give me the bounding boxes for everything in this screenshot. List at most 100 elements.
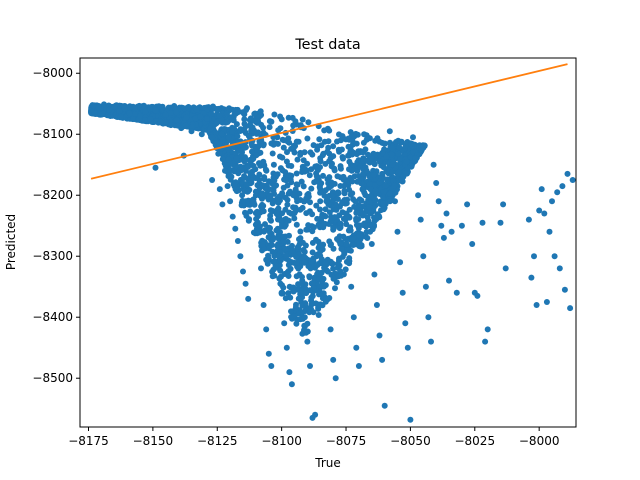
data-point — [141, 117, 148, 123]
data-point — [367, 193, 374, 200]
data-point — [369, 154, 375, 161]
data-point — [376, 158, 383, 165]
data-point — [237, 128, 244, 134]
data-point — [304, 338, 311, 345]
data-point — [546, 228, 553, 235]
data-point — [317, 164, 323, 171]
data-point — [379, 356, 386, 363]
data-point — [142, 108, 149, 115]
data-point — [271, 252, 278, 259]
data-point — [418, 144, 425, 151]
data-point — [213, 119, 220, 126]
data-point — [329, 192, 336, 199]
data-point — [373, 302, 380, 308]
data-point — [531, 253, 537, 260]
data-point — [502, 265, 509, 272]
data-point — [247, 115, 254, 122]
data-point — [395, 150, 402, 157]
data-point — [355, 363, 362, 369]
data-point — [233, 155, 240, 162]
data-point — [270, 258, 277, 265]
data-point — [356, 240, 363, 247]
data-point — [319, 152, 326, 159]
fit-line — [90, 63, 568, 180]
data-points — [90, 101, 576, 423]
data-point — [280, 233, 287, 240]
data-point — [313, 173, 320, 180]
y-tick-label: −8100 — [32, 127, 73, 141]
data-point — [256, 171, 263, 178]
data-point — [225, 156, 232, 163]
data-point — [288, 314, 295, 320]
y-tick-label: −8200 — [32, 188, 73, 202]
data-point — [243, 181, 250, 188]
data-point — [263, 326, 270, 333]
data-point — [294, 156, 301, 163]
data-point — [269, 236, 276, 243]
data-point — [394, 228, 401, 235]
data-point — [240, 268, 246, 275]
data-point — [286, 257, 293, 264]
data-point — [237, 253, 244, 260]
data-point — [357, 163, 363, 170]
data-point — [324, 268, 331, 275]
data-point — [541, 210, 548, 217]
data-point — [315, 312, 322, 318]
data-point — [185, 105, 192, 112]
data-point — [350, 314, 357, 321]
data-point — [162, 111, 169, 118]
x-tick-label: −8175 — [68, 434, 109, 448]
data-point — [384, 176, 391, 183]
data-point — [247, 208, 254, 215]
data-point — [335, 190, 342, 197]
data-point — [367, 186, 374, 193]
data-point — [272, 263, 279, 270]
data-point — [234, 238, 241, 244]
data-point — [360, 210, 367, 217]
data-point — [309, 211, 316, 218]
data-point — [255, 142, 262, 149]
data-point — [251, 111, 258, 117]
data-point — [340, 233, 347, 240]
data-point — [561, 286, 568, 293]
data-point — [173, 109, 180, 116]
data-point — [343, 221, 350, 228]
data-point — [298, 178, 305, 185]
data-point — [397, 259, 404, 266]
data-point — [222, 167, 228, 174]
data-point — [293, 259, 300, 266]
data-point — [219, 137, 226, 144]
data-point — [282, 206, 289, 213]
data-point — [147, 116, 154, 122]
data-point — [283, 158, 290, 165]
data-point — [188, 128, 195, 135]
data-point — [333, 279, 340, 286]
data-point — [297, 228, 304, 235]
data-point — [193, 106, 200, 113]
data-point — [386, 128, 393, 135]
data-point — [347, 144, 354, 150]
data-point — [312, 300, 319, 307]
data-point — [397, 155, 404, 162]
data-point — [262, 221, 268, 228]
data-point — [299, 277, 306, 284]
data-point — [338, 245, 345, 252]
data-point — [339, 253, 346, 260]
data-point — [178, 125, 185, 132]
data-point — [355, 178, 362, 185]
data-point — [254, 208, 261, 215]
data-point — [301, 327, 307, 334]
axes-frame — [79, 57, 577, 428]
data-point — [272, 140, 279, 147]
x-tick-label: −8125 — [197, 434, 238, 448]
data-point — [317, 198, 324, 205]
data-point — [288, 381, 295, 388]
data-point — [137, 112, 143, 119]
data-point — [250, 155, 257, 162]
data-point — [543, 299, 550, 305]
data-point — [289, 242, 295, 249]
data-point — [111, 103, 118, 110]
data-point — [303, 210, 310, 217]
data-point — [322, 206, 329, 213]
data-point — [238, 166, 245, 173]
